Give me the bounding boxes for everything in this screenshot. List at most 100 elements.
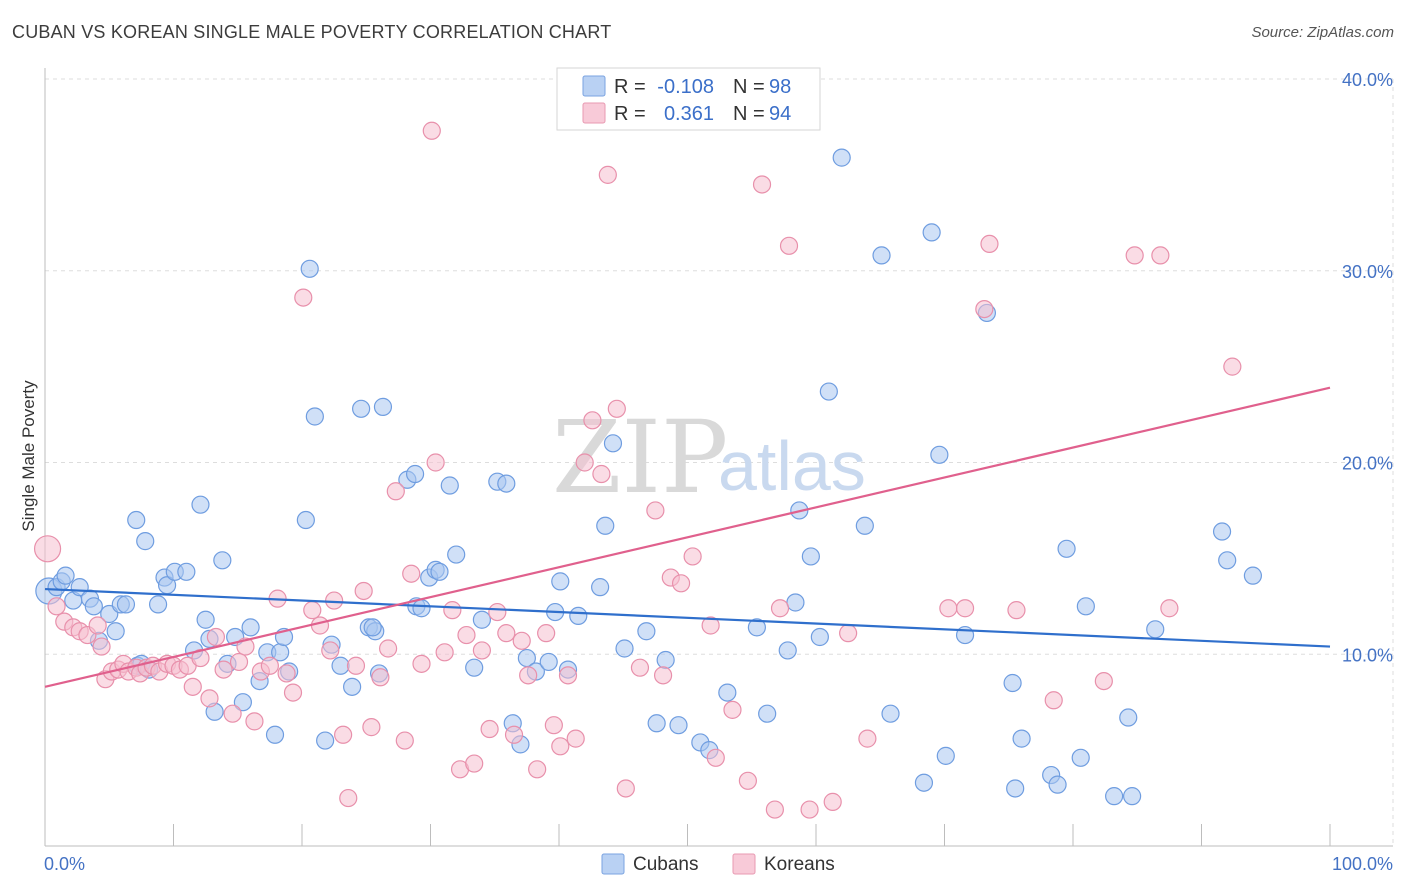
cuban-point: [718, 683, 737, 702]
cuban-point: [872, 246, 891, 265]
korean-point: [519, 666, 538, 685]
korean-point: [607, 399, 626, 418]
cuban-point: [747, 618, 766, 637]
cuban-point: [591, 578, 610, 597]
cuban-point: [56, 566, 75, 585]
korean-point: [426, 453, 445, 472]
series-legend-koreans: Koreans: [764, 854, 835, 875]
legend-swatch-cubans: [582, 75, 606, 97]
korean-point: [260, 656, 279, 675]
legend-r-label-cubans: R =: [614, 76, 646, 98]
cuban-point: [440, 476, 459, 495]
koreans-points: [33, 121, 1242, 819]
cuban-point: [316, 731, 335, 750]
cuban-point: [914, 773, 934, 792]
legend-n-label-koreans: N =: [733, 103, 765, 125]
cuban-point: [855, 516, 874, 535]
korean-point: [752, 175, 772, 194]
cuban-point: [233, 693, 252, 712]
trend-lines: [44, 386, 1331, 688]
cuban-point: [922, 223, 941, 242]
korean-point: [598, 165, 617, 184]
korean-point: [653, 666, 673, 685]
korean-point: [395, 731, 414, 750]
korean-point: [371, 668, 390, 687]
cuban-point: [615, 639, 634, 658]
korean-point: [229, 652, 249, 672]
x-tick-label-min: 0.0%: [44, 854, 85, 874]
korean-point: [325, 591, 344, 610]
cuban-point: [305, 407, 324, 426]
korean-point: [671, 574, 691, 593]
korean-point: [975, 300, 994, 319]
cuban-point: [786, 593, 805, 612]
cuban-point: [331, 656, 350, 675]
korean-point: [443, 601, 462, 620]
korean-point: [723, 700, 742, 719]
cuban-point: [1071, 748, 1090, 767]
cuban-point: [930, 445, 949, 464]
legend-n-value-koreans: 94: [769, 103, 791, 125]
korean-trend-line: [44, 386, 1331, 688]
korean-point: [310, 616, 330, 635]
korean-point: [575, 453, 594, 472]
cubans-points: [35, 148, 1263, 806]
cuban-point: [430, 562, 449, 581]
korean-point: [294, 288, 313, 307]
cuban-point: [1057, 539, 1076, 558]
cuban-point: [801, 547, 820, 566]
cuban-point: [296, 510, 315, 530]
korean-point: [544, 716, 563, 735]
cuban-point: [412, 599, 431, 618]
korean-point: [457, 625, 476, 645]
korean-point: [955, 599, 975, 618]
series-legend-swatch-cubans: [601, 853, 625, 875]
cuban-point: [656, 650, 675, 670]
korean-point: [47, 597, 66, 616]
cuban-point: [1003, 673, 1022, 693]
x-tick-labels: 0.0% 100.0%: [44, 854, 1393, 874]
cuban-point: [116, 595, 136, 614]
korean-point: [1094, 671, 1113, 691]
cuban-point: [213, 551, 232, 570]
korean-point: [88, 616, 107, 635]
legend-n-value-cubans: 98: [769, 76, 791, 98]
korean-point: [386, 482, 405, 501]
cuban-point: [106, 622, 125, 641]
y-tick-label-20: 20.0%: [1342, 454, 1393, 474]
y-tick-label-40: 40.0%: [1342, 70, 1393, 90]
korean-point: [223, 704, 242, 723]
cuban-point: [758, 704, 777, 723]
korean-point: [683, 547, 702, 566]
cuban-point: [647, 714, 666, 733]
cuban-point: [352, 399, 371, 418]
cuban-point: [637, 622, 656, 641]
cuban-point: [363, 618, 382, 637]
korean-point: [321, 641, 340, 660]
cuban-point: [1012, 729, 1031, 748]
korean-point: [537, 624, 556, 643]
series-legend-cubans: Cubans: [633, 854, 699, 875]
cuban-point: [1076, 597, 1095, 616]
korean-point: [488, 602, 507, 622]
cuban-point: [669, 716, 688, 735]
korean-point: [378, 639, 398, 658]
korean-point: [277, 664, 296, 683]
korean-point: [701, 616, 720, 635]
series-legend-swatch-koreans: [732, 853, 756, 875]
cuban-point: [497, 474, 516, 493]
korean-point: [303, 601, 322, 620]
korean-point: [1160, 599, 1179, 618]
cuban-point: [778, 641, 797, 660]
cuban-point: [127, 510, 146, 530]
cuban-point: [1048, 775, 1067, 794]
korean-point: [504, 725, 524, 744]
korean-point: [422, 121, 441, 140]
korean-point: [551, 737, 570, 756]
cuban-trend-line: [44, 587, 1331, 648]
korean-point: [402, 564, 421, 583]
cuban-point: [1123, 787, 1142, 806]
korean-point: [245, 712, 264, 731]
legend-swatch-koreans: [582, 102, 606, 124]
cuban-point: [1243, 566, 1263, 585]
